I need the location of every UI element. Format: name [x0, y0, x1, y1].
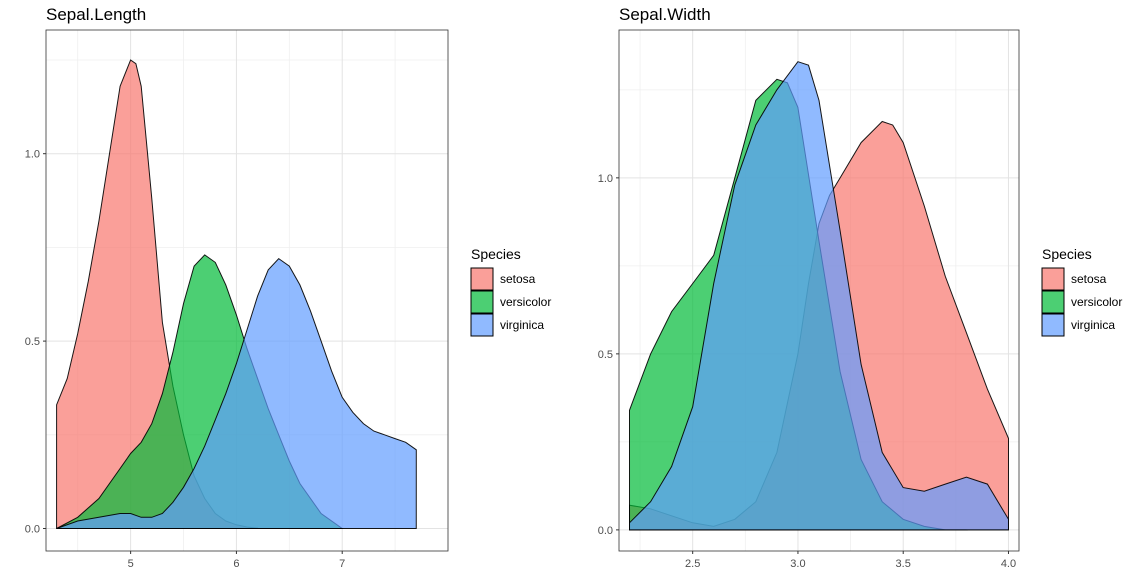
legend: Species setosa versicolor virginica: [470, 246, 551, 337]
legend-label: versicolor: [500, 295, 551, 309]
density-area-virginica: [628, 61, 1010, 531]
y-tick-label: 0.0: [25, 524, 40, 536]
legend-item-setosa: setosa: [470, 267, 536, 291]
legend-title: Species: [471, 246, 521, 262]
x-tick-label: 3.5: [896, 558, 911, 570]
y-tick-labels: 0.0 0.5 1.0: [25, 149, 46, 536]
y-tick-label: 1.0: [598, 173, 613, 185]
plot-frame: [618, 29, 1020, 552]
x-tick-label: 7: [339, 558, 345, 570]
legend-item-virginica: virginica: [1041, 313, 1115, 337]
x-tick-labels: 2.5 3.0 3.5 4.0: [685, 551, 1016, 570]
chart-title: Sepal.Width: [619, 5, 711, 24]
density-areas: [628, 61, 1010, 531]
legend-swatch: [1041, 267, 1065, 291]
density-area-virginica: [56, 257, 417, 530]
legend-entries: setosa versicolor virginica: [1041, 267, 1122, 337]
legend-swatch: [1041, 290, 1065, 314]
chart-panel-sepal-width: Sepal.Width 2.5 3.0 3.5 4.0 0.0 0.5 1.0 Speci…: [598, 5, 1123, 570]
legend-item-versicolor: versicolor: [470, 290, 551, 314]
density-areas: [56, 59, 417, 530]
x-tick-label: 6: [233, 558, 239, 570]
legend-swatch: [470, 313, 494, 337]
legend-item-setosa: setosa: [1041, 267, 1107, 291]
legend: Species setosa versicolor virginica: [1041, 246, 1122, 337]
y-tick-labels: 0.0 0.5 1.0: [598, 173, 619, 537]
legend-swatch: [1041, 313, 1065, 337]
legend-swatch: [470, 267, 494, 291]
x-tick-labels: 5 6 7: [128, 551, 345, 570]
x-tick-label: 2.5: [685, 558, 700, 570]
chart-title: Sepal.Length: [46, 5, 146, 24]
legend-entries: setosa versicolor virginica: [470, 267, 551, 337]
legend-item-virginica: virginica: [470, 313, 544, 337]
legend-item-versicolor: versicolor: [1041, 290, 1122, 314]
legend-label: setosa: [500, 272, 536, 286]
legend-label: virginica: [500, 318, 544, 332]
chart-panel-sepal-length: Sepal.Length 5 6 7 0.0 0.5 1.0 Species setos…: [25, 5, 552, 570]
legend-label: setosa: [1071, 272, 1107, 286]
x-tick-label: 4.0: [1001, 558, 1016, 570]
x-tick-label: 3.0: [790, 558, 805, 570]
y-tick-label: 0.5: [598, 349, 613, 361]
legend-title: Species: [1042, 246, 1092, 262]
legend-swatch: [470, 290, 494, 314]
plot-frame: [45, 29, 449, 552]
y-tick-label: 1.0: [25, 149, 40, 161]
x-tick-label: 5: [128, 558, 134, 570]
y-tick-label: 0.0: [598, 525, 613, 537]
y-tick-label: 0.5: [25, 336, 40, 348]
legend-label: versicolor: [1071, 295, 1122, 309]
legend-label: virginica: [1071, 318, 1115, 332]
